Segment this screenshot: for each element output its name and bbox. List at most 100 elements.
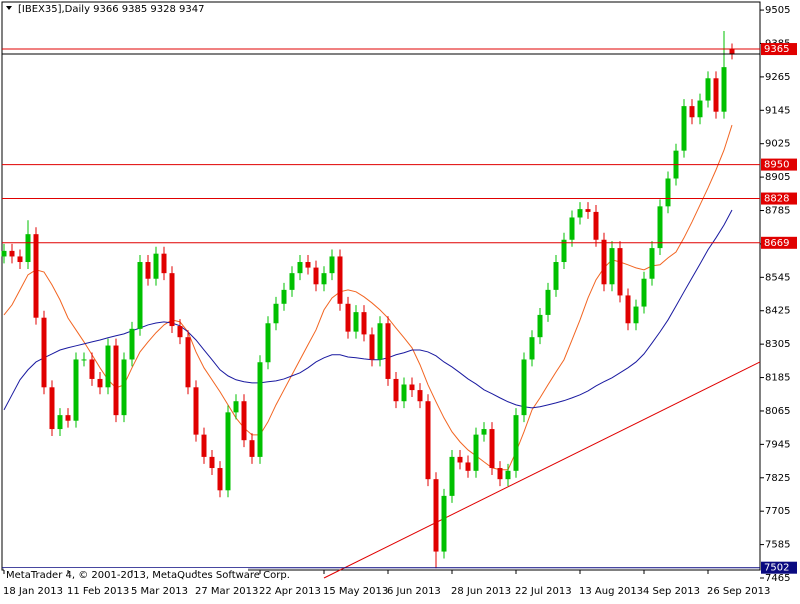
candle-body [193, 387, 199, 435]
x-tick-label: 28 Jun 2013 [451, 586, 511, 597]
candle-body [337, 256, 343, 304]
candle-body [545, 289, 551, 315]
y-tick-label: 9145 [765, 105, 790, 116]
x-tick-label: 22 Apr 2013 [259, 586, 321, 597]
level-label: 8950 [764, 160, 789, 171]
trend-line [323, 361, 761, 579]
candle-body [713, 78, 719, 112]
y-tick-label: 9505 [765, 5, 790, 16]
candle-body [41, 317, 47, 388]
level-box [761, 158, 797, 171]
menu-arrow[interactable] [6, 6, 12, 10]
candle-body [425, 401, 431, 480]
x-tick-label: 18 Jan 2013 [3, 586, 63, 597]
candle-body [257, 362, 263, 457]
candle-body [537, 314, 543, 338]
candle-body [593, 211, 599, 240]
candle-body [81, 359, 87, 361]
candle-body [225, 412, 231, 491]
x-tick-label: 15 May 2013 [323, 586, 388, 597]
candle-body [321, 273, 327, 285]
candle-body [569, 217, 575, 240]
candle-body [361, 312, 367, 335]
y-tick-label: 8905 [765, 172, 790, 183]
candle-body [409, 384, 415, 391]
candle-body [153, 253, 159, 279]
candle-body [681, 106, 687, 151]
candle-body [481, 429, 487, 435]
candle-body [561, 239, 567, 263]
candle-body [1, 250, 7, 257]
candle-body [113, 345, 119, 416]
credit-bg [4, 568, 248, 580]
candle-body [129, 328, 135, 360]
price-axis: 9505938592659145902589058785866585458425… [760, 5, 797, 584]
candle-body [497, 468, 503, 480]
candle-body [313, 267, 319, 285]
level-box [761, 43, 797, 56]
candle-body [25, 234, 31, 263]
y-tick-label: 7825 [765, 473, 790, 484]
x-tick-label: 27 Mar 2013 [195, 586, 258, 597]
candle-body [553, 262, 559, 290]
candle-body [201, 434, 207, 457]
chart-title: [IBEX35],Daily 9366 9385 9328 9347 [18, 4, 205, 15]
candle-body [457, 456, 463, 463]
candle-body [377, 323, 383, 360]
credit: MetaTrader 4, © 2001-2013, MetaQuotes So… [6, 570, 290, 581]
candle-body [281, 289, 287, 304]
candle-body [209, 456, 215, 469]
candle-body [689, 106, 695, 118]
x-tick-label: 22 Jul 2013 [515, 586, 572, 597]
y-tick-label: 9265 [765, 72, 790, 83]
candle-body [89, 359, 95, 379]
candle-body [529, 337, 535, 360]
level-box [761, 192, 797, 205]
candle-body [705, 78, 711, 101]
candle-body [9, 250, 15, 257]
x-tick-label: 26 Sep 2013 [707, 586, 770, 597]
candle-body [33, 234, 39, 318]
candle-body [417, 390, 423, 402]
candle-body [513, 415, 519, 471]
candle-body [585, 209, 591, 212]
level-box [761, 561, 797, 574]
candle-body [105, 345, 111, 388]
candle-body [473, 434, 479, 471]
plot-frame [1, 1, 761, 571]
candle-body [145, 262, 151, 279]
y-tick-label: 8785 [765, 206, 790, 217]
candle-body [97, 378, 103, 388]
candle-body [465, 462, 471, 471]
candle-body [305, 262, 311, 268]
candle-body [177, 326, 183, 338]
candle-body [249, 440, 255, 457]
candle-body [641, 278, 647, 307]
y-tick-label: 7465 [765, 573, 790, 584]
moving-average [3, 209, 733, 411]
candle-body [353, 312, 359, 332]
y-tick-label: 9025 [765, 139, 790, 150]
candle-body [121, 359, 127, 416]
candle-body [73, 359, 79, 421]
candle-body [665, 178, 671, 207]
candle-body [385, 323, 391, 379]
level-label: 8828 [764, 194, 789, 205]
candle-body [49, 387, 55, 430]
candle-body [17, 256, 23, 263]
x-tick-label: 6 Jun 2013 [387, 586, 441, 597]
y-tick-label: 7585 [765, 540, 790, 551]
x-tick-label: 11 Feb 2013 [67, 586, 129, 597]
candle-body [441, 495, 447, 552]
level-label: 8669 [764, 238, 789, 249]
candle-body [169, 273, 175, 327]
y-tick-label: 8065 [765, 406, 790, 417]
candle-body [345, 303, 351, 332]
candle-body [649, 248, 655, 279]
x-tick-label: 13 Aug 2013 [579, 586, 643, 597]
candle-body [289, 273, 295, 290]
candle-body [633, 306, 639, 324]
y-tick-label: 7945 [765, 439, 790, 450]
y-tick-label: 7705 [765, 506, 790, 517]
candle-body [625, 295, 631, 324]
